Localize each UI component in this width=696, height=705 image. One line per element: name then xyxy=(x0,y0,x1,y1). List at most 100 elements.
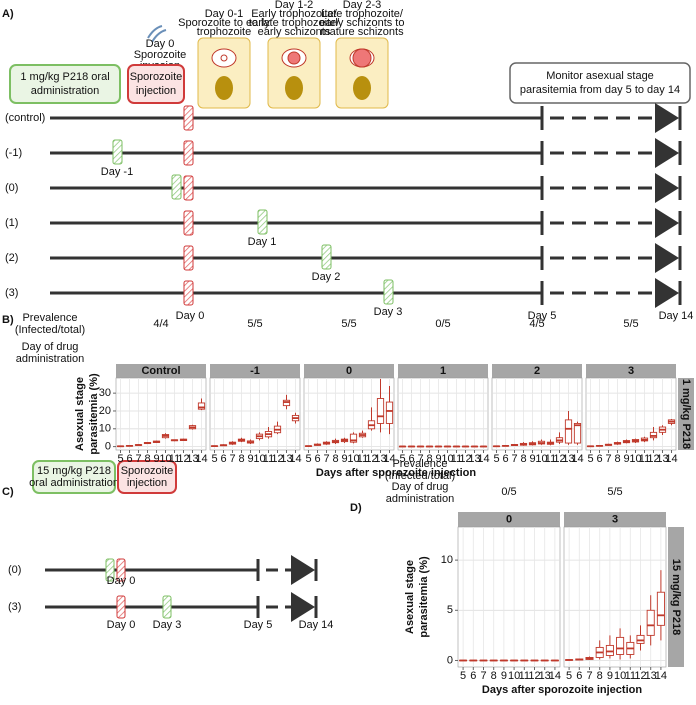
x-tick-label: 10 xyxy=(614,670,626,682)
x-tick-label: 8 xyxy=(491,670,497,682)
x-axis-label: Days after sporozoite injection xyxy=(482,684,642,696)
drug-day-label: administration xyxy=(16,353,84,365)
nucleus xyxy=(285,76,303,100)
prevalence-label: (Infected/total) xyxy=(15,324,85,336)
x-tick-label: 11 xyxy=(451,453,462,465)
facet-strip xyxy=(210,364,300,378)
box xyxy=(616,636,625,655)
x-tick-label: 9 xyxy=(153,453,159,465)
prevalence-label: Prevalence xyxy=(392,458,447,470)
x-tick-label: 5 xyxy=(566,670,572,682)
drug-box xyxy=(32,460,116,494)
x-tick-label: 6 xyxy=(220,453,226,465)
drug-day-label: administration xyxy=(386,493,454,505)
axis-day: Day 14 xyxy=(299,619,334,631)
y-axis-label: Asexual stage xyxy=(404,560,416,634)
x-tick-label: 13 xyxy=(562,453,574,465)
x-tick-label: 5 xyxy=(399,453,405,465)
sporozoite-mark xyxy=(183,105,194,131)
x-tick-label: 12 xyxy=(553,453,565,465)
y-axis-label: parasitemia (%) xyxy=(88,373,100,455)
sporozoite-mark xyxy=(183,245,194,271)
x-tick-label: 13 xyxy=(468,453,480,465)
prevalence-value: 5/5 xyxy=(623,318,638,330)
sporozoite-box-label: Sporozoite xyxy=(130,71,183,83)
x-tick-label: 9 xyxy=(435,453,441,465)
sporozoite-day-label: Day 0 xyxy=(107,619,136,631)
row-strip xyxy=(668,527,684,667)
x-tick-label: 7 xyxy=(480,670,486,682)
row-strip-label: 1 mg/kg P218 xyxy=(680,379,692,449)
row-strip xyxy=(678,378,694,450)
monitor-box-label: Monitor asexual stage xyxy=(546,70,654,82)
x-tick-label: 11 xyxy=(357,453,368,465)
prevalence-value: 0/5 xyxy=(435,318,450,330)
x-tick-label: 14 xyxy=(571,453,583,465)
drug-day-label: Day 1 xyxy=(248,236,277,248)
facet-label: 3 xyxy=(628,365,634,377)
facet-label: 2 xyxy=(534,365,540,377)
facet-label: 1 xyxy=(440,365,446,377)
sporozoite-box xyxy=(127,64,185,104)
stage-label: Day 1-2 xyxy=(275,0,314,11)
x-tick-label: 9 xyxy=(341,453,347,465)
sporozoite-mark xyxy=(183,210,194,236)
stage-label: Late trophozoite/ xyxy=(321,8,404,20)
plot-bg xyxy=(563,526,667,668)
x-tick-label: 6 xyxy=(596,453,602,465)
drug-mark xyxy=(112,139,123,165)
monitor-box xyxy=(509,62,691,104)
facet-strip xyxy=(586,364,676,378)
stage-label: to late trophozoite/ xyxy=(249,17,340,29)
x-tick-label: 9 xyxy=(623,453,629,465)
stage-label: mature schizonts xyxy=(320,26,404,38)
parasite xyxy=(352,48,372,68)
x-tick-label: 8 xyxy=(520,453,526,465)
x-tick-label: 5 xyxy=(493,453,499,465)
nucleus xyxy=(353,76,371,100)
facet-strip xyxy=(492,364,582,378)
box xyxy=(564,419,573,444)
row-label: (0) xyxy=(5,182,18,194)
x-tick-label: 12 xyxy=(528,670,540,682)
x-tick-label: 6 xyxy=(576,670,582,682)
stage-label: Sporozoite to early xyxy=(178,17,270,29)
axis-day: Day 5 xyxy=(528,310,557,322)
box xyxy=(197,402,206,410)
x-tick-label: 10 xyxy=(535,453,547,465)
x-tick-label: 6 xyxy=(502,453,508,465)
panel-label: C) xyxy=(2,486,14,498)
x-tick-label: 6 xyxy=(408,453,414,465)
stage-cell xyxy=(197,37,251,109)
prevalence-value: 0/5 xyxy=(501,486,516,498)
y-axis-label: Asexual stage xyxy=(74,377,86,451)
x-tick-label: 10 xyxy=(347,453,359,465)
box xyxy=(605,644,614,656)
x-tick-label: 7 xyxy=(417,453,423,465)
monitor-box-label: parasitemia from day 5 to day 14 xyxy=(520,84,680,96)
x-tick-label: 13 xyxy=(186,453,198,465)
x-tick-label: 10 xyxy=(441,453,453,465)
facet-label: 0 xyxy=(346,365,352,377)
prevalence-label: Prevalence xyxy=(22,312,77,324)
x-tick-label: 11 xyxy=(625,670,636,682)
box xyxy=(349,433,358,443)
day0-note: Day 0 xyxy=(146,38,175,50)
prevalence-value: 4/5 xyxy=(529,318,544,330)
sporozoite-box-label: injection xyxy=(136,85,176,97)
sporozoite-mark xyxy=(183,140,194,166)
x-axis-label: Days after sporozoite injection xyxy=(316,467,476,479)
axis-day: Day 5 xyxy=(244,619,273,631)
box xyxy=(376,398,385,424)
box xyxy=(385,401,394,424)
x-tick-label: 8 xyxy=(614,453,620,465)
stage-label: early schizonts to xyxy=(320,17,405,29)
row-strip-label: 15 mg/kg P218 xyxy=(670,559,682,635)
drug-box-label: 15 mg/kg P218 xyxy=(37,465,111,477)
x-tick-label: 5 xyxy=(305,453,311,465)
x-tick-label: 12 xyxy=(177,453,189,465)
prevalence-value: 5/5 xyxy=(247,318,262,330)
x-tick-label: 5 xyxy=(587,453,593,465)
x-tick-label: 8 xyxy=(144,453,150,465)
prevalence-value: 4/4 xyxy=(153,318,168,330)
